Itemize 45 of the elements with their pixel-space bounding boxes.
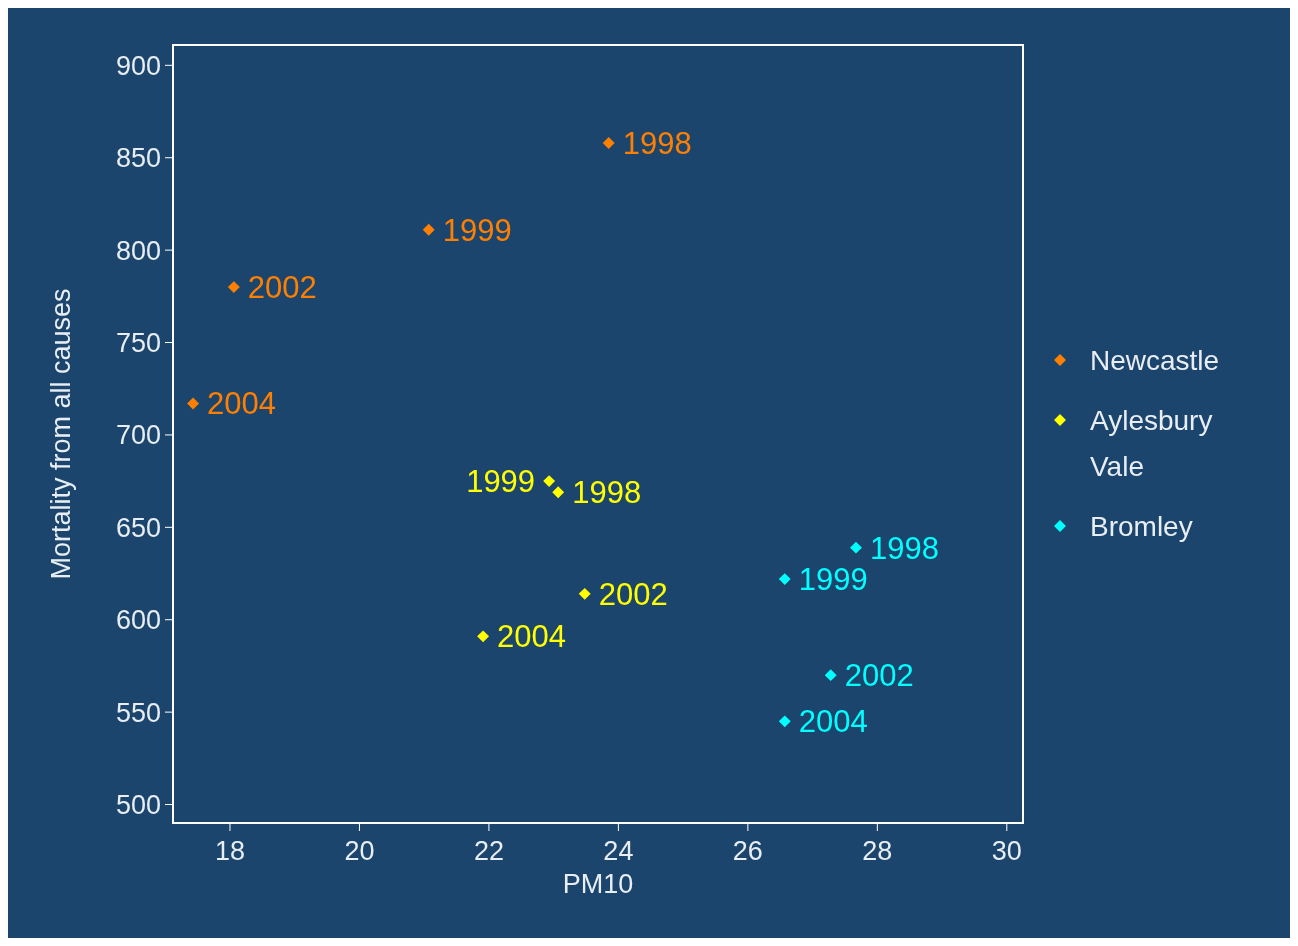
annotation: 1999 [442,212,512,248]
annotation: 2004 [207,386,277,422]
annotation: 1999 [466,463,536,499]
y-tick-label: 500 [115,789,161,820]
point [778,573,791,586]
x-axis-title: PM10 [562,869,634,899]
point [543,475,556,488]
annotation: 2002 [247,269,317,305]
annotation: 2002 [844,658,914,694]
y-axis-title: Mortality from all causes [46,288,76,580]
x-tick-label: 30 [991,836,1022,866]
legend-label: Newcastle [1090,344,1220,376]
y-tick-label: 900 [115,50,161,81]
point [422,223,435,236]
legend-label: Aylesbury Vale [1090,404,1213,482]
y-tick-label: 600 [115,605,161,636]
point [602,137,615,149]
annotation: 1998 [622,125,692,161]
y-tick-label: 750 [115,327,161,358]
point [552,486,565,499]
y-tick-label: 550 [115,697,161,728]
annotation: 2002 [598,576,668,612]
legend-label: Bromley [1090,510,1193,542]
point [187,397,200,410]
y-tick-label: 650 [115,512,161,543]
y-tick-label: 700 [115,420,161,451]
annotation: 1999 [798,561,868,597]
annotation: 2004 [798,704,868,740]
x-tick-label: 22 [473,836,504,866]
point [578,587,591,600]
y-tick-label: 800 [115,235,161,266]
x-tick-label: 24 [603,836,634,866]
point [850,541,862,554]
annotation: 1998 [869,530,939,566]
x-tick-label: 28 [862,836,893,866]
y-tick-label: 850 [115,143,161,174]
point [778,715,791,728]
annotation: 1998 [572,475,642,511]
point [477,630,490,643]
x-tick-label: 26 [732,836,763,866]
annotation: 2004 [497,619,567,655]
point [824,669,837,682]
x-tick-label: 20 [344,836,375,866]
x-tick-label: 18 [214,836,245,866]
point [227,281,240,294]
